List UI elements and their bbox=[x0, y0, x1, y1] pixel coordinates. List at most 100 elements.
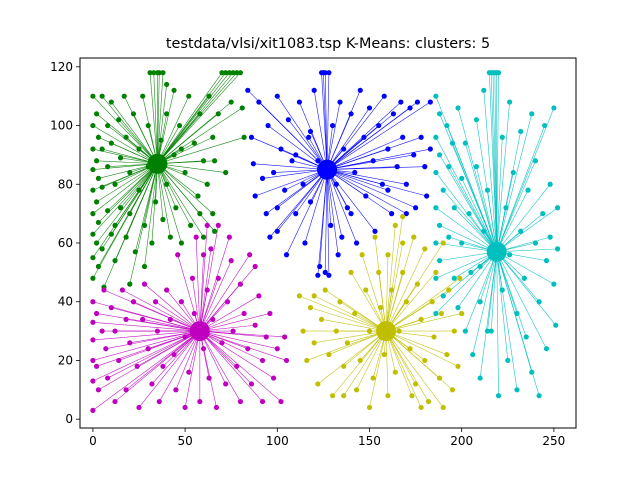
cluster-0-point bbox=[160, 70, 166, 76]
cluster-1-edge bbox=[326, 169, 343, 238]
cluster-2-point bbox=[210, 316, 216, 322]
cluster-4-point bbox=[470, 351, 476, 358]
cluster-2-point bbox=[136, 404, 142, 411]
cluster-4-point bbox=[468, 269, 474, 275]
cluster-2-point bbox=[90, 407, 96, 413]
cluster-2-edge bbox=[199, 266, 256, 332]
cluster-4-point bbox=[495, 393, 502, 399]
cluster-3-edge bbox=[385, 272, 437, 332]
cluster-2-edge bbox=[199, 331, 217, 408]
cluster-1-edge bbox=[326, 169, 407, 214]
cluster-0-point bbox=[204, 181, 210, 187]
cluster-2-point bbox=[160, 363, 166, 369]
cluster-1-point bbox=[418, 134, 424, 140]
cluster-2-point bbox=[197, 398, 203, 405]
x-tick-label: 250 bbox=[542, 434, 565, 448]
cluster-3-point bbox=[451, 328, 457, 334]
cluster-3-edge bbox=[385, 216, 403, 332]
cluster-3-point bbox=[341, 393, 347, 399]
cluster-0-edge bbox=[157, 96, 190, 164]
cluster-1-point bbox=[278, 146, 284, 152]
cluster-2-point bbox=[234, 363, 240, 369]
cluster-4-point bbox=[503, 205, 509, 211]
cluster-0-edge bbox=[157, 90, 175, 164]
cluster-0-point bbox=[226, 70, 232, 76]
y-tick-label: 80 bbox=[58, 177, 73, 191]
y-axis: 0 20 40 60 80 100 120 bbox=[50, 60, 80, 426]
cluster-3-edge bbox=[385, 277, 461, 332]
cluster-3-edge bbox=[385, 225, 396, 332]
cluster-4-edge bbox=[448, 166, 497, 252]
cluster-2-edge bbox=[159, 330, 201, 402]
cluster-2-edge bbox=[129, 330, 200, 344]
cluster-2-point bbox=[283, 357, 290, 364]
cluster-0-point bbox=[145, 122, 151, 129]
cluster-3-point bbox=[311, 340, 317, 346]
cluster-3-edge bbox=[385, 242, 403, 332]
cluster-3-point bbox=[444, 351, 450, 358]
cluster-2-point bbox=[206, 375, 212, 381]
cluster-4-centroid bbox=[486, 241, 507, 262]
cluster-2-point bbox=[171, 351, 177, 358]
cluster-3-edge bbox=[361, 254, 387, 332]
cluster-1-point bbox=[403, 211, 409, 217]
cluster-0-point bbox=[156, 70, 162, 76]
cluster-3-point bbox=[322, 287, 328, 293]
cluster-2-edge bbox=[199, 254, 250, 332]
cluster-0-point bbox=[200, 234, 207, 240]
cluster-1-edge bbox=[327, 169, 407, 185]
cluster-1-point bbox=[263, 211, 269, 217]
cluster-0-point bbox=[123, 234, 129, 240]
cluster-4-point bbox=[451, 275, 457, 281]
cluster-4-point bbox=[436, 258, 443, 264]
cluster-4-point bbox=[436, 152, 443, 158]
cluster-3-edge bbox=[317, 330, 387, 385]
cluster-0-point bbox=[164, 81, 170, 88]
cluster-0-edge bbox=[92, 95, 158, 164]
cluster-0-point bbox=[132, 249, 138, 255]
cluster-2-point bbox=[204, 222, 210, 228]
cluster-2-point bbox=[116, 357, 122, 364]
cluster-1-point bbox=[394, 164, 400, 170]
cluster-4-edge bbox=[496, 160, 536, 252]
cluster-0-point bbox=[90, 146, 96, 152]
cluster-4-point bbox=[440, 187, 446, 193]
cluster-4-edge bbox=[489, 72, 498, 252]
cluster-0-point bbox=[116, 117, 122, 123]
cluster-4-point bbox=[446, 234, 452, 240]
cluster-2-point bbox=[175, 252, 181, 258]
cluster-3-point bbox=[400, 240, 406, 246]
cluster-0-point bbox=[160, 216, 166, 223]
cluster-4-edge bbox=[496, 251, 499, 396]
cluster-0-point bbox=[176, 122, 183, 129]
cluster-1-edge bbox=[326, 169, 357, 244]
cluster-1-edge bbox=[277, 169, 328, 208]
cluster-3-edge bbox=[321, 319, 387, 332]
cluster-3-point bbox=[366, 328, 373, 334]
cluster-2-edge bbox=[199, 330, 274, 379]
cluster-2-point bbox=[282, 334, 288, 340]
cluster-2-edge bbox=[111, 307, 200, 332]
cluster-3-point bbox=[372, 234, 378, 240]
y-tick-label: 40 bbox=[58, 295, 73, 309]
y-tick-label: 60 bbox=[58, 236, 73, 250]
cluster-2-edge bbox=[114, 330, 201, 402]
cluster-1-point bbox=[352, 169, 358, 176]
cluster-1-point bbox=[315, 272, 321, 278]
cluster-0-edge bbox=[157, 72, 237, 164]
cluster-1-point bbox=[296, 99, 303, 105]
cluster-1-edge bbox=[326, 169, 330, 276]
x-tick-label: 150 bbox=[358, 434, 381, 448]
cluster-0-edge bbox=[157, 84, 167, 164]
cluster-4-point bbox=[507, 252, 513, 258]
cluster-3-point bbox=[389, 287, 395, 293]
cluster-3-point bbox=[300, 328, 306, 334]
cluster-0-point bbox=[123, 134, 129, 140]
cluster-4-point bbox=[543, 258, 550, 264]
cluster-4-point bbox=[554, 246, 561, 252]
cluster-4-edge bbox=[457, 107, 498, 252]
cluster-2-point bbox=[140, 316, 146, 322]
cluster-1-edge bbox=[326, 101, 341, 170]
cluster-0-edge bbox=[96, 163, 158, 244]
cluster-4-point bbox=[433, 240, 439, 246]
